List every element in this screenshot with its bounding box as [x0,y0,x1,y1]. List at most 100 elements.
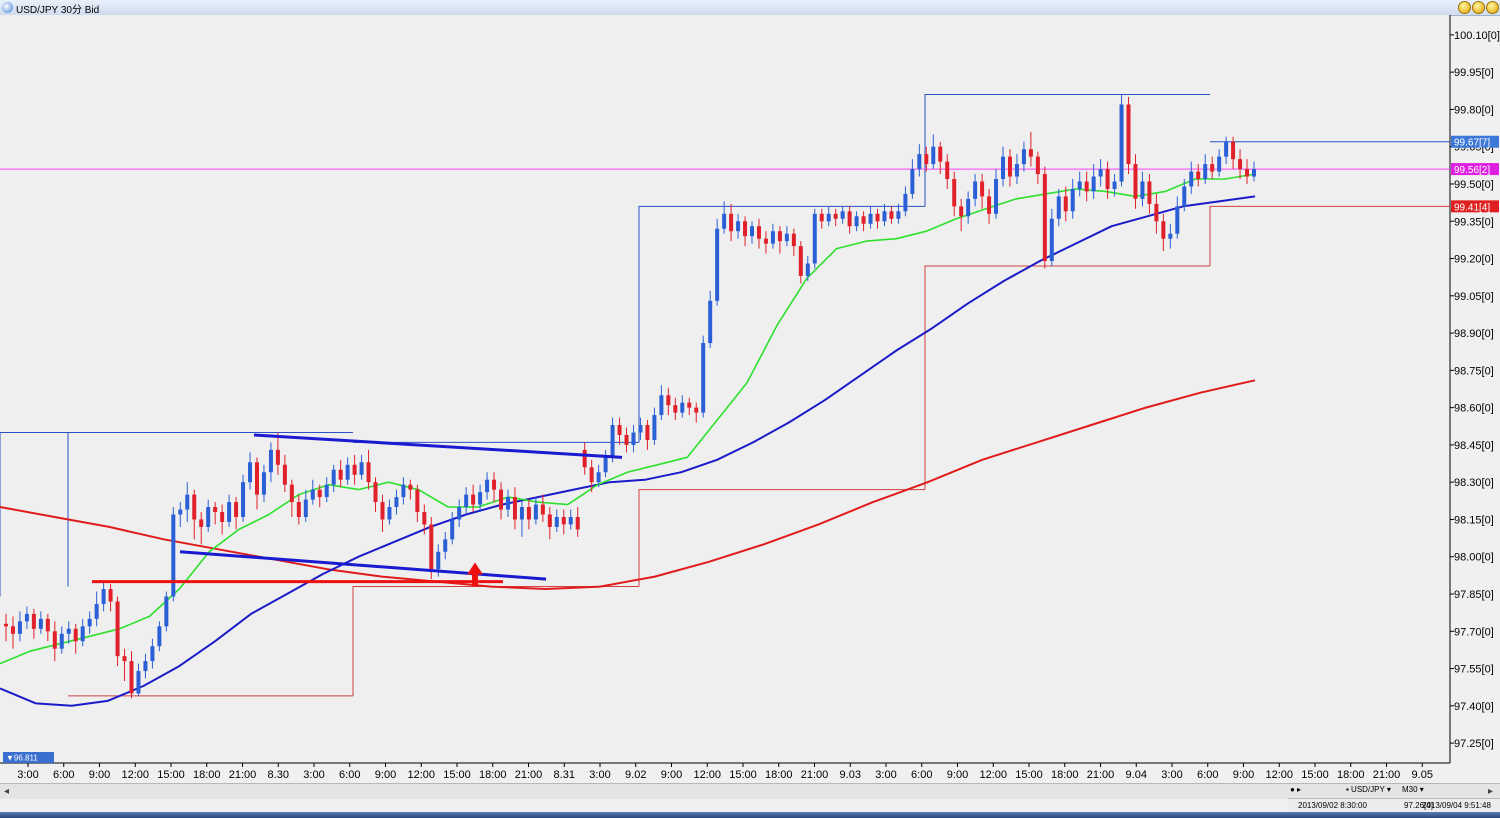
candle-body [638,425,643,433]
x-tick-label: 6:00 [911,769,932,781]
candle-body [1196,171,1201,180]
candle-body [254,462,259,495]
status-bar: 2013/09/02 8:30:00 97.26[4] 2013/09/04 9… [1288,798,1500,813]
maximize-button[interactable] [1472,1,1485,14]
symbol-select[interactable]: ▪ USD/JPY ▾ [1346,785,1391,794]
box-line-8 [638,489,925,587]
candle-body [296,502,301,517]
candle-body [436,551,441,570]
candle-body [582,449,587,468]
x-tick-label: 9:00 [89,769,110,781]
candle-body [687,402,692,408]
y-tick-label: 98.00[0] [1454,552,1494,564]
box-line-3 [638,205,925,443]
plot-background [0,15,1450,763]
candle-body [1203,164,1208,180]
low-marker: ▼96.811 [6,754,38,763]
x-tick-label: 9:00 [661,769,682,781]
scroll-right-icon[interactable]: ▸ [1488,786,1494,797]
candle-body [931,146,936,165]
title-bar: USD/JPY 30分 Bid [0,0,1500,16]
candle-body [485,479,490,493]
arrow-marker [467,562,483,587]
price-label-bg [1451,163,1499,176]
box-line-9 [924,265,1210,490]
candle-body [338,469,343,480]
x-tick-label: 15:00 [157,769,185,781]
candle-body [1049,218,1054,262]
candle-body [1231,141,1236,160]
candle-body [213,507,218,513]
timeframe-select[interactable]: M30 ▾ [1402,785,1424,794]
candle-body [1070,188,1075,212]
box-line-1 [67,431,353,587]
candle-body [770,231,775,244]
candle-body [248,462,253,483]
horizontal-scrollbar[interactable]: ◂ ▸ [0,783,1500,799]
candle-body [819,213,824,222]
candle-body [645,425,650,440]
candle-body [38,618,43,629]
low-marker-badge: ▼96.811 [3,752,54,763]
window-title: USD/JPY 30分 Bid [16,5,100,16]
candle-body [478,492,483,505]
candle-body [540,504,545,515]
candle-body [575,516,580,530]
candle-body [1217,156,1222,172]
x-tick-label: 18:00 [193,769,221,781]
candle-body [1077,181,1082,189]
candle-body [833,213,838,219]
candle-body [1161,221,1166,239]
candle-body [715,228,720,301]
up-arrow-icon [467,562,483,587]
candle-body [289,484,294,503]
candle-body [554,516,559,527]
y-tick-label: 97.55[0] [1454,664,1494,676]
candle-body [464,494,469,508]
candle-body [854,216,859,227]
candle-body [505,497,510,510]
y-tick-label: 99.05[0] [1454,291,1494,303]
candle-body [10,626,15,634]
chart-area[interactable]: 100.10[0]99.95[0]99.80[0]99.65[0]99.50[0… [0,15,1500,783]
trendline-1 [179,550,547,581]
candle-body [798,246,803,276]
candle-body [750,226,755,237]
candle-body [394,497,399,508]
candle-body [708,300,713,344]
candle-body [1133,164,1138,199]
candle-body [840,211,845,219]
candle-body [701,343,706,413]
candle-body [303,499,308,517]
candle-body [1105,169,1110,189]
candle-body [512,497,517,520]
candle-body [784,233,789,242]
scroll-left-icon[interactable]: ◂ [4,786,10,797]
x-tick-label: 15:00 [1301,769,1329,781]
x-tick-label: 18:00 [1337,769,1365,781]
y-tick-label: 98.45[0] [1454,440,1494,452]
price-label-bg [1451,135,1499,148]
price-chart[interactable]: 100.10[0]99.95[0]99.80[0]99.65[0]99.50[0… [0,15,1500,783]
y-tick-label: 98.60[0] [1454,403,1494,415]
candle-body [373,482,378,503]
candle-body [4,623,8,627]
candle-body [526,507,531,520]
candle-body [492,479,497,490]
nav-buttons[interactable]: ● ▸ [1290,785,1302,794]
candle-body [805,263,810,276]
candle-body [1021,149,1026,165]
minimize-button[interactable] [1458,1,1471,14]
candle-body [80,626,85,642]
candle-body [206,507,211,527]
candle-body [1189,171,1194,187]
candle-body [624,434,629,445]
candle-body [1154,203,1159,222]
close-button[interactable] [1486,1,1499,14]
x-tick-label: 12:00 [979,769,1007,781]
candle-body [1252,169,1256,177]
candle-body [917,154,922,170]
candle-body [1014,164,1019,177]
candle-body [282,464,287,485]
candle-body [945,161,950,180]
